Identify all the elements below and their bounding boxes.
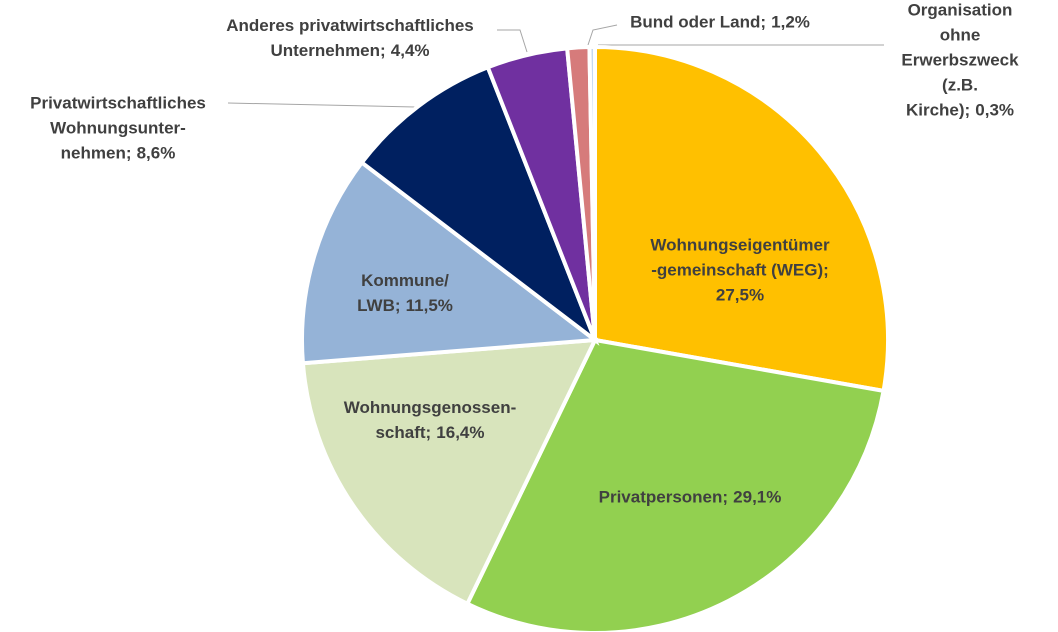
value-label: 29,1%: [733, 487, 782, 507]
data-label: Wohnungsgenossen- schaft; 16,4%: [344, 395, 517, 445]
data-label: Bund oder Land; 1,2%: [630, 10, 810, 35]
category-label: Privatpersonen;: [598, 487, 729, 507]
pie-slice: [587, 44, 597, 341]
value-label: 27,5%: [715, 285, 765, 305]
value-label: 11,5%: [405, 296, 453, 315]
category-label: Privatwirtschaftliches Wohnungsunter- ne…: [30, 93, 206, 163]
data-label: Privatpersonen; 29,1%: [599, 485, 782, 510]
value-label: 0,3%: [975, 100, 1015, 120]
leader-line: [227, 102, 416, 108]
category-label: Wohnungsgenossen- schaft;: [343, 398, 517, 442]
data-label: Wohnungseigentümer -gemeinschaft (WEG); 2…: [650, 233, 829, 308]
data-label: Kommune/ LWB; 11,5%: [357, 268, 453, 318]
category-label: Anderes privatwirtschaftliches Unternehm…: [226, 16, 474, 60]
value-label: 4,4%: [390, 41, 430, 60]
value-label: 16,4%: [436, 423, 485, 442]
value-label: 8,6%: [136, 143, 176, 163]
pie-slice: [300, 159, 601, 366]
data-label: Anderes privatwirtschaftliches Unternehm…: [226, 13, 474, 63]
category-label: Kommune/ LWB;: [357, 271, 449, 315]
category-label: Organisation ohne Erwerbszweck (z.B. Kir…: [901, 0, 1019, 120]
pie-slice: [593, 44, 890, 394]
pie-slice: [300, 337, 599, 607]
leader-line: [587, 24, 618, 46]
data-label: Privatwirtschaftliches Wohnungsunter- ne…: [30, 91, 206, 166]
category-label: Bund oder Land;: [630, 12, 767, 32]
leader-line: [497, 29, 528, 53]
value-label: 1,2%: [771, 12, 810, 32]
category-label: Wohnungseigentümer -gemeinschaft (WEG);: [650, 235, 830, 280]
data-label: Organisation ohne Erwerbszweck (z.B. Kir…: [901, 0, 1018, 123]
pie-slice: [464, 337, 886, 632]
pie-slice: [359, 64, 600, 346]
